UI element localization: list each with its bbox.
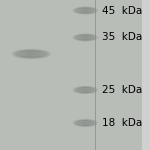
Ellipse shape — [73, 6, 98, 15]
Ellipse shape — [78, 121, 93, 125]
Ellipse shape — [76, 120, 94, 126]
Ellipse shape — [17, 50, 46, 58]
Ellipse shape — [75, 8, 96, 13]
Ellipse shape — [80, 88, 91, 92]
Ellipse shape — [84, 10, 87, 11]
Ellipse shape — [20, 51, 43, 57]
Ellipse shape — [73, 33, 98, 42]
Text: 18  kDa: 18 kDa — [102, 118, 143, 128]
Ellipse shape — [76, 34, 94, 40]
Text: 25  kDa: 25 kDa — [102, 85, 143, 95]
Ellipse shape — [28, 53, 34, 55]
Ellipse shape — [74, 119, 97, 127]
Ellipse shape — [78, 88, 93, 92]
Text: 45  kDa: 45 kDa — [102, 6, 143, 15]
Ellipse shape — [79, 121, 92, 125]
Ellipse shape — [74, 7, 96, 14]
Text: 35  kDa: 35 kDa — [102, 33, 143, 42]
Ellipse shape — [83, 122, 88, 124]
Ellipse shape — [77, 87, 94, 93]
Ellipse shape — [82, 9, 89, 12]
Ellipse shape — [14, 50, 48, 58]
Ellipse shape — [74, 34, 97, 41]
Ellipse shape — [21, 51, 41, 57]
Ellipse shape — [77, 35, 94, 40]
Ellipse shape — [24, 52, 38, 56]
Ellipse shape — [74, 119, 96, 127]
Ellipse shape — [11, 49, 51, 59]
Ellipse shape — [81, 88, 90, 92]
Ellipse shape — [82, 122, 89, 124]
Ellipse shape — [74, 86, 96, 94]
Ellipse shape — [75, 7, 95, 14]
Ellipse shape — [84, 10, 86, 11]
Ellipse shape — [75, 121, 96, 125]
Ellipse shape — [16, 50, 47, 58]
Ellipse shape — [74, 86, 97, 94]
Ellipse shape — [78, 35, 93, 40]
Ellipse shape — [81, 36, 90, 39]
Ellipse shape — [84, 122, 87, 124]
Ellipse shape — [15, 51, 47, 57]
Ellipse shape — [83, 10, 88, 11]
Ellipse shape — [81, 122, 90, 124]
Ellipse shape — [83, 37, 88, 38]
Ellipse shape — [81, 9, 90, 12]
Ellipse shape — [80, 121, 91, 125]
Ellipse shape — [73, 86, 98, 94]
Ellipse shape — [75, 120, 95, 126]
Ellipse shape — [76, 8, 94, 14]
Ellipse shape — [26, 52, 37, 56]
Ellipse shape — [74, 7, 97, 14]
Ellipse shape — [75, 87, 95, 93]
Ellipse shape — [75, 35, 96, 40]
Ellipse shape — [75, 88, 96, 92]
Ellipse shape — [78, 8, 93, 13]
Ellipse shape — [80, 36, 91, 39]
Ellipse shape — [83, 89, 88, 91]
Ellipse shape — [18, 51, 44, 57]
Ellipse shape — [13, 49, 50, 59]
Ellipse shape — [84, 37, 86, 38]
Ellipse shape — [73, 119, 98, 127]
Ellipse shape — [27, 53, 36, 55]
Ellipse shape — [82, 89, 89, 91]
FancyBboxPatch shape — [3, 0, 95, 150]
Ellipse shape — [76, 87, 94, 93]
Ellipse shape — [84, 37, 87, 38]
Ellipse shape — [77, 120, 94, 126]
Ellipse shape — [79, 8, 92, 13]
Ellipse shape — [80, 9, 91, 12]
Ellipse shape — [75, 34, 95, 41]
Ellipse shape — [82, 36, 89, 39]
Ellipse shape — [79, 88, 92, 92]
Ellipse shape — [84, 89, 87, 91]
Ellipse shape — [23, 52, 40, 56]
Ellipse shape — [74, 34, 96, 41]
Ellipse shape — [79, 35, 92, 40]
Ellipse shape — [77, 8, 94, 13]
